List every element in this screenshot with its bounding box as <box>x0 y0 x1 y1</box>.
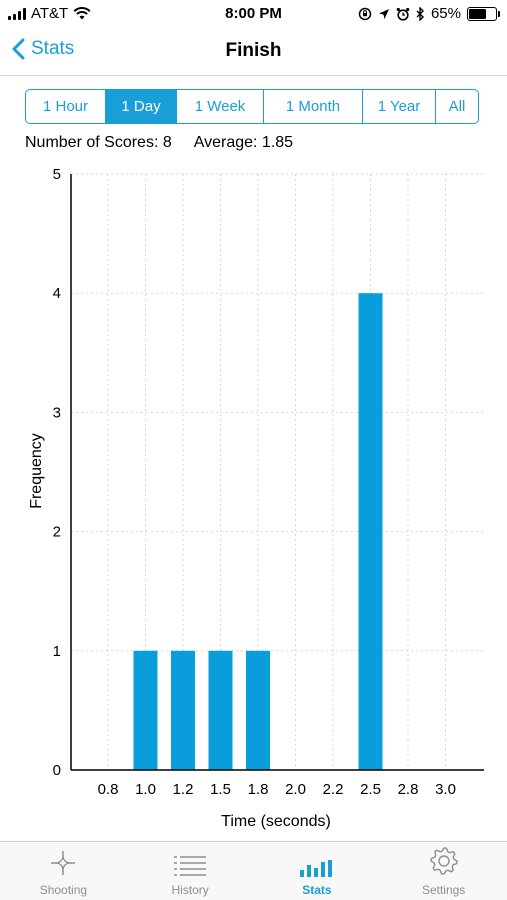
y-tick-label: 3 <box>53 404 61 421</box>
y-tick-label: 1 <box>53 643 61 660</box>
y-tick-label: 5 <box>53 166 61 183</box>
tab-shooting[interactable]: Shooting <box>0 842 127 900</box>
y-axis-title: Frequency <box>28 433 45 509</box>
chevron-left-icon <box>12 38 25 60</box>
score-count: Number of Scores: 8 <box>25 134 172 151</box>
bar-chart-icon <box>299 860 332 877</box>
gear-icon <box>429 847 458 875</box>
tab-stats-label: Stats <box>302 883 332 897</box>
segment-1-month[interactable]: 1 Month <box>264 90 363 123</box>
list-icon <box>174 856 207 876</box>
y-tick-label: 4 <box>53 285 61 302</box>
frequency-histogram: 0 1 2 3 4 5 0.8 1.0 1.2 1.5 1.8 2.0 2.2 2.5 2.8 3.0 Ti… <box>28 166 484 830</box>
tab-history-label: History <box>171 883 209 897</box>
segment-1-day[interactable]: 1 Day <box>106 90 177 123</box>
histogram-bar <box>171 650 195 770</box>
tab-settings-label: Settings <box>421 883 466 897</box>
location-icon <box>378 8 389 19</box>
tab-bar: Shooting History <box>0 841 507 900</box>
navigation-bar: Stats Finish <box>0 30 507 76</box>
carrier-label: AT&T <box>31 5 69 22</box>
x-tick-label: 2.0 <box>285 781 306 798</box>
chart-grid <box>71 173 484 771</box>
x-tick-label: 1.0 <box>135 781 156 798</box>
segment-all[interactable]: All <box>448 98 466 115</box>
x-tick-label: 1.2 <box>173 781 194 798</box>
page-title: Finish <box>225 40 282 61</box>
x-axis-title: Time (seconds) <box>221 813 331 830</box>
chart-bars <box>133 293 383 770</box>
x-tick-label: 3.0 <box>435 781 456 798</box>
status-time: 8:00 PM <box>225 5 282 22</box>
x-tick-label: 1.8 <box>248 781 269 798</box>
x-tick-label: 2.2 <box>323 781 344 798</box>
tab-shooting-label: Shooting <box>39 883 88 897</box>
histogram-bar <box>133 650 158 770</box>
battery-icon <box>467 6 500 21</box>
tab-history[interactable]: History <box>127 842 254 900</box>
x-tick-label: 1.5 <box>210 781 231 798</box>
signal-icon <box>8 7 26 20</box>
tab-stats[interactable]: Stats <box>254 842 381 900</box>
segment-1-year[interactable]: 1 Year <box>363 90 436 123</box>
back-button[interactable]: Stats <box>12 38 74 60</box>
x-axis-ticks: 0.8 1.0 1.2 1.5 1.8 2.0 2.2 2.5 2.8 3.0 <box>98 781 456 798</box>
y-tick-label: 0 <box>53 762 61 779</box>
status-right: 65% <box>358 5 500 22</box>
battery-percent: 65% <box>430 5 461 22</box>
status-bar: AT&T 8:00 PM <box>0 0 507 30</box>
bluetooth-icon <box>416 6 424 21</box>
y-axis-ticks: 0 1 2 3 4 5 <box>53 166 61 779</box>
histogram-bar <box>208 650 233 770</box>
score-summary: Number of Scores: 8 Average: 1.85 <box>25 134 293 152</box>
y-tick-label: 2 <box>53 524 61 541</box>
segment-1-week[interactable]: 1 Week <box>177 90 264 123</box>
segment-1-hour[interactable]: 1 Hour <box>26 90 106 123</box>
alarm-icon <box>396 7 410 21</box>
status-left: AT&T <box>8 5 91 22</box>
tab-settings[interactable]: Settings <box>380 842 507 900</box>
x-tick-label: 0.8 <box>98 781 119 798</box>
rotation-lock-icon <box>358 7 372 20</box>
crosshair-icon <box>51 851 76 875</box>
time-range-selector: 1 Hour 1 Day 1 Week 1 Month 1 Year All <box>25 89 479 124</box>
x-tick-label: 2.5 <box>360 781 381 798</box>
wifi-icon <box>73 7 91 20</box>
back-label: Stats <box>31 38 75 59</box>
histogram-bar <box>246 650 270 770</box>
histogram-bar <box>358 293 383 770</box>
x-tick-label: 2.8 <box>398 781 419 798</box>
score-average: Average: 1.85 <box>193 134 294 151</box>
